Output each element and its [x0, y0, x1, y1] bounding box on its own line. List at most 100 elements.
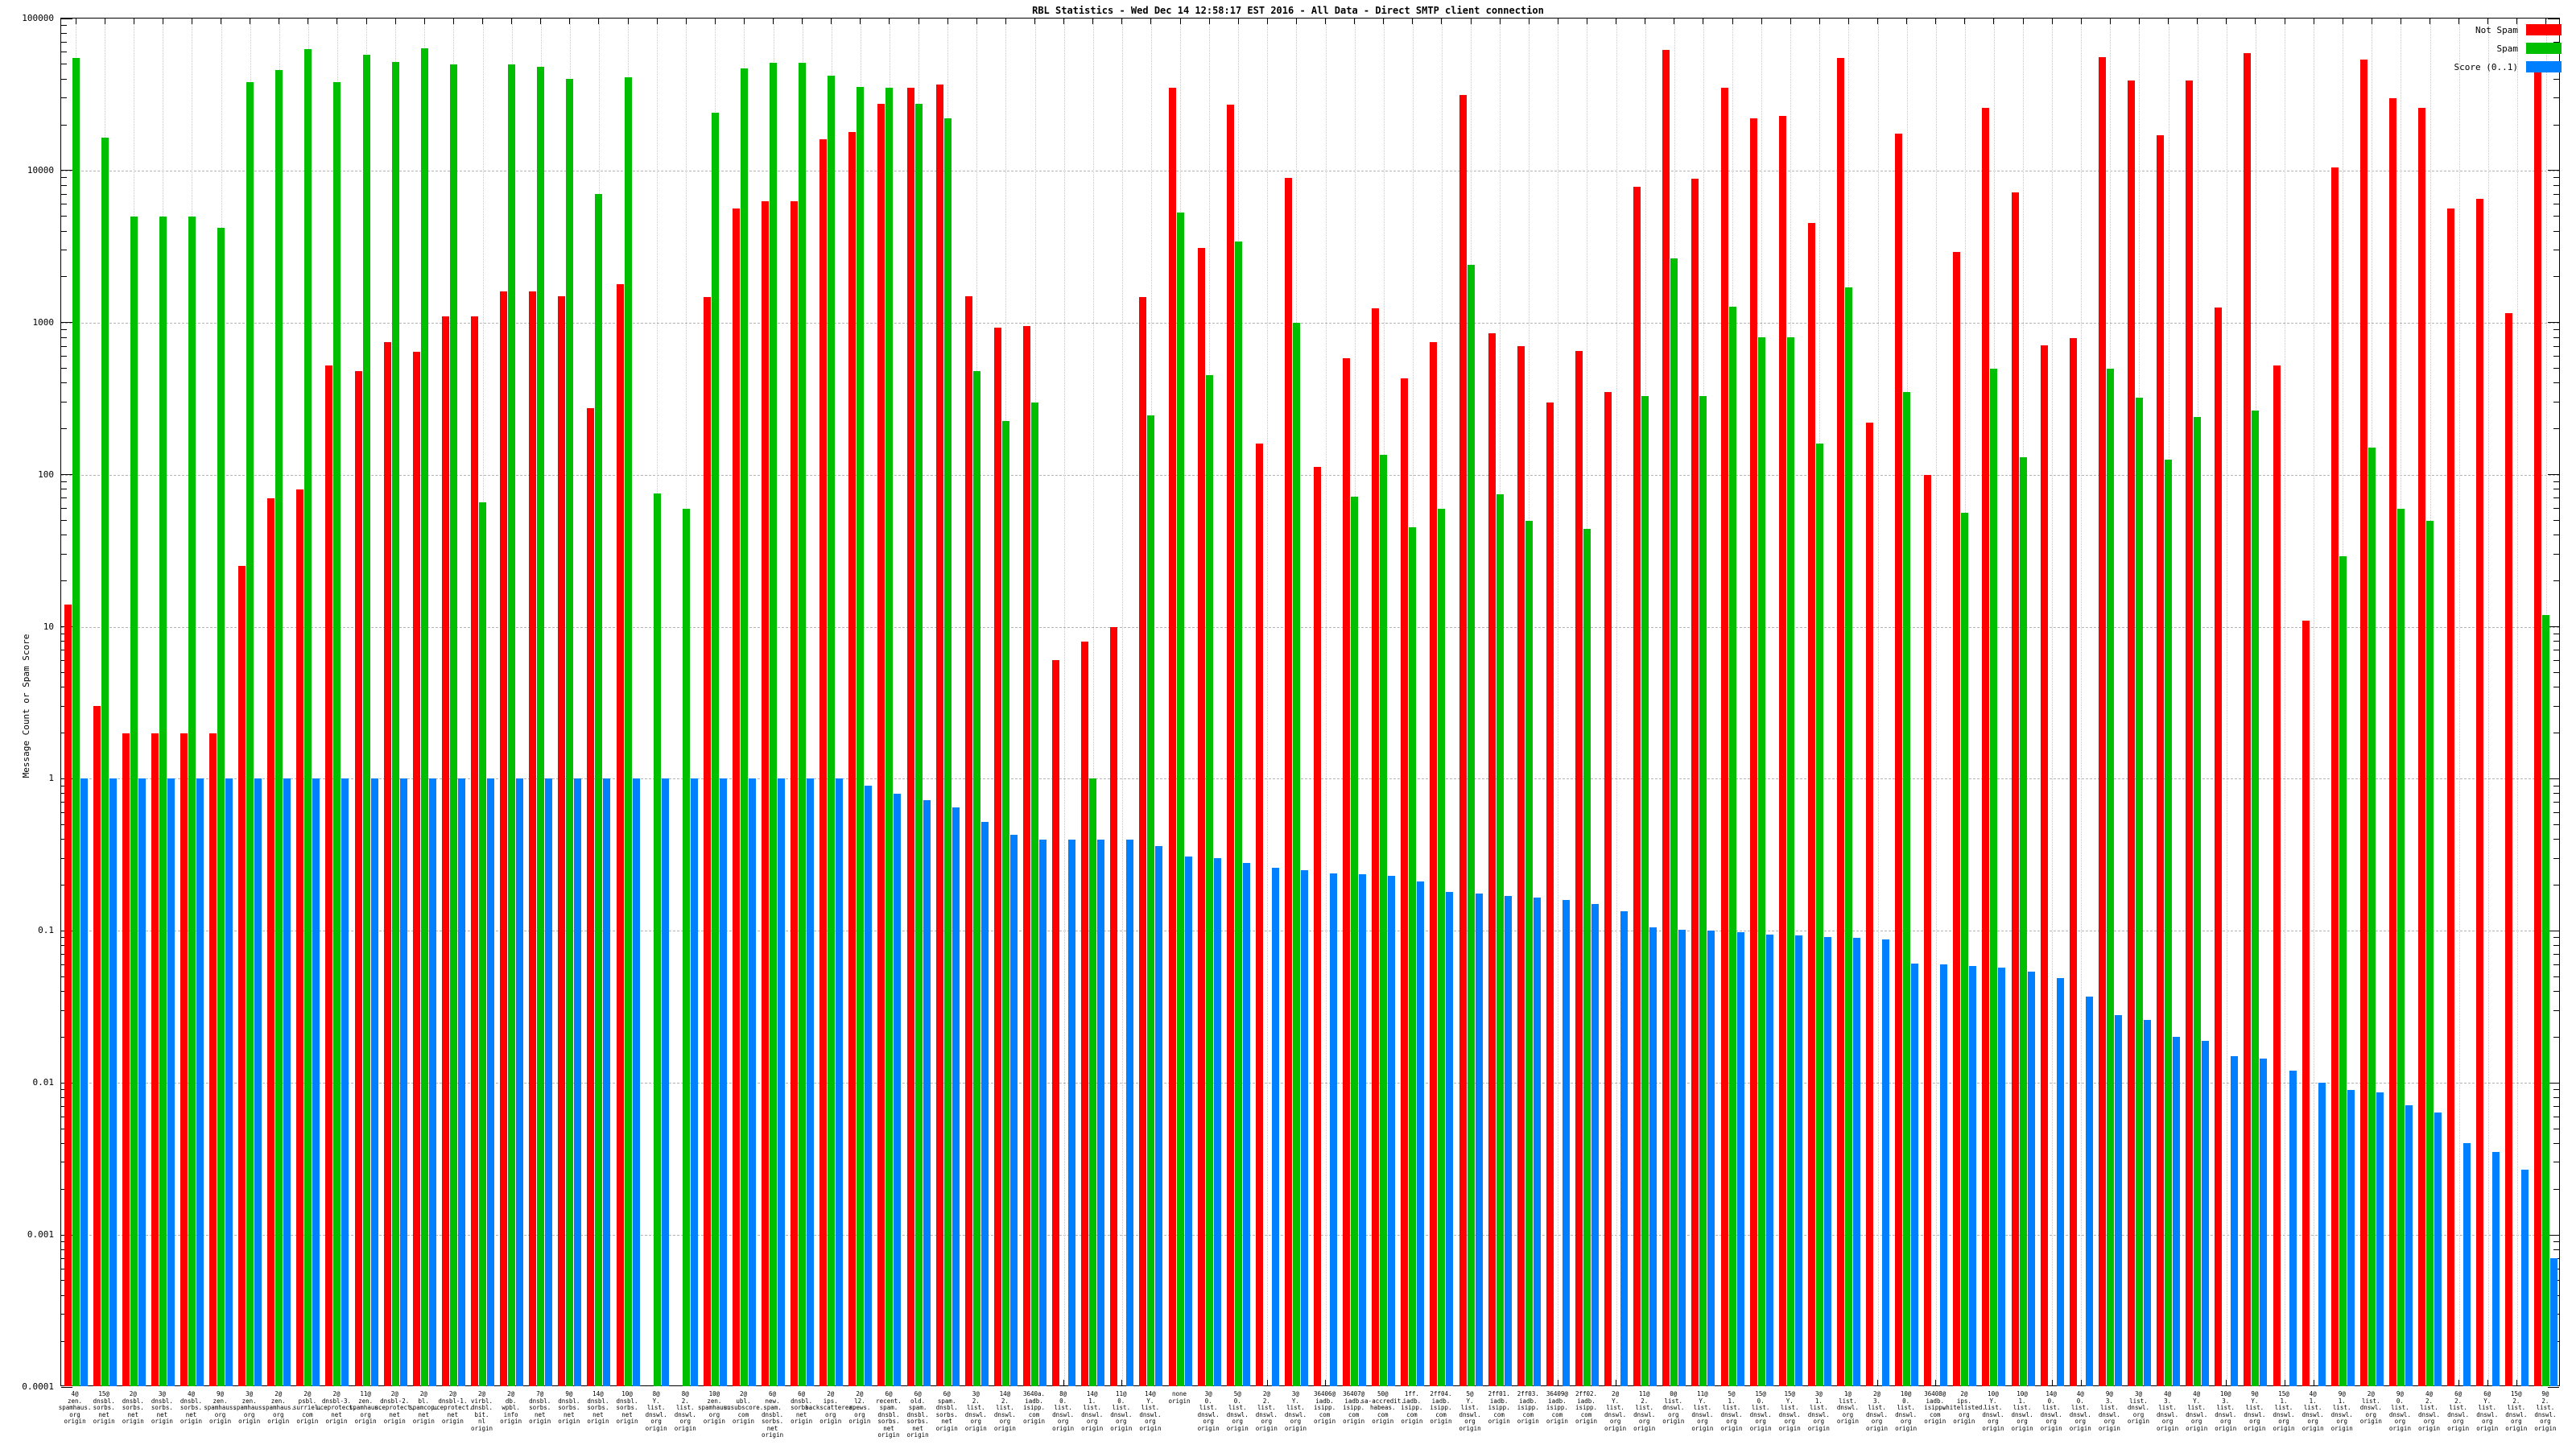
bar-spam	[2396, 508, 2405, 1386]
y-minor-tick	[2553, 1009, 2559, 1011]
bar-spam	[1786, 337, 1794, 1386]
x-tick	[1179, 19, 1181, 24]
bar-not-spam	[703, 296, 711, 1386]
x-category-label: 3640a. iadb. isipp. com origin	[1022, 1390, 1046, 1425]
bar-score-0-1-	[1852, 937, 1860, 1386]
y-minor-tick	[61, 428, 67, 430]
x-category-label: 4@ zen. spamhaus. org origin	[58, 1390, 92, 1425]
y-minor-tick	[61, 216, 67, 217]
y-minor-tick	[2553, 345, 2559, 347]
bar-spam	[159, 216, 167, 1386]
bar-spam	[1728, 307, 1736, 1386]
bar-not-spam	[1836, 58, 1844, 1386]
bar-spam	[1670, 258, 1678, 1386]
x-tick	[2429, 19, 2431, 24]
y-minor-tick	[2553, 356, 2559, 357]
x-category-label: 9@ Y. list. dnswl. org origin	[2244, 1390, 2266, 1432]
x-tick	[802, 19, 803, 24]
y-minor-tick	[61, 124, 67, 126]
bar-score-0-1-	[80, 778, 88, 1386]
legend: Not Spam Spam Score (0..1)	[2454, 24, 2562, 72]
y-tick-label: 0.1	[38, 925, 54, 936]
y-minor-tick	[2553, 428, 2559, 430]
bar-score-0-1-	[2492, 1152, 2500, 1386]
x-tick	[1063, 19, 1065, 24]
bar-score-0-1-	[1388, 876, 1396, 1386]
y-minor-tick	[2553, 671, 2559, 673]
x-tick	[2255, 19, 2256, 24]
bar-score-0-1-	[487, 778, 495, 1386]
y-minor-tick	[2553, 97, 2559, 99]
bar-not-spam	[1226, 105, 1234, 1386]
y-minor-tick	[61, 345, 67, 347]
bar-score-0-1-	[167, 778, 175, 1386]
bar-spam	[130, 216, 138, 1386]
x-tick	[1935, 19, 1937, 24]
y-major-tick	[61, 474, 72, 476]
x-category-label: 2@ l2. apews. org origin	[848, 1390, 871, 1425]
x-category-label: 11@ 2. list. dnswl. org origin	[1633, 1390, 1656, 1432]
bar-score-0-1-	[1620, 910, 1629, 1386]
x-category-label: 11@ zen. spamhaus. org origin	[349, 1390, 382, 1425]
bar-spam	[2135, 398, 2143, 1386]
y-minor-tick	[2553, 1036, 2559, 1038]
x-tick	[2197, 19, 2198, 24]
x-category-label: 9@ 3. list. dnswl. org origin	[2098, 1390, 2120, 1432]
x-tick	[2138, 19, 2140, 24]
y-tick-label: 1	[48, 773, 54, 784]
x-category-label: 1ff. iadb. isipp. com origin	[1401, 1390, 1423, 1425]
x-category-label: 5@ 1. list. dnswl. org origin	[1720, 1390, 1743, 1432]
bar-spam	[828, 76, 836, 1386]
y-major-tick	[61, 322, 72, 324]
x-gridline	[1877, 19, 1879, 1385]
bar-not-spam	[1023, 325, 1030, 1386]
bar-not-spam	[1459, 94, 1467, 1386]
legend-swatch-not-spam	[2526, 24, 2562, 35]
bar-not-spam	[296, 489, 304, 1386]
y-minor-tick	[61, 481, 67, 482]
x-tick	[889, 19, 890, 24]
y-minor-tick	[2553, 945, 2559, 947]
x-category-label: 2@ list. dnswl. org origin	[2359, 1390, 2382, 1425]
x-tick	[2487, 19, 2489, 24]
x-tick	[1964, 19, 1966, 24]
legend-label-score: Score (0..1)	[2454, 61, 2518, 72]
y-minor-tick	[61, 793, 67, 795]
bar-not-spam	[2098, 56, 2106, 1386]
bar-score-0-1-	[2376, 1092, 2384, 1386]
x-gridline	[2487, 19, 2489, 1385]
y-minor-tick	[2553, 336, 2559, 338]
bar-not-spam	[2418, 107, 2426, 1386]
bar-score-0-1-	[1678, 929, 1686, 1386]
legend-label-spam: Spam	[2496, 43, 2519, 54]
bar-score-0-1-	[719, 778, 727, 1386]
bar-not-spam	[354, 370, 362, 1386]
bar-spam	[217, 228, 225, 1386]
bar-score-0-1-	[1184, 856, 1192, 1386]
legend-row-spam: Spam	[2454, 43, 2562, 54]
x-category-label: 9@ 1. list. dnswl. org origin	[2330, 1390, 2353, 1432]
bar-score-0-1-	[1330, 873, 1338, 1386]
bar-spam	[101, 137, 109, 1386]
bar-spam	[508, 64, 516, 1386]
bar-spam	[1525, 520, 1533, 1386]
bar-score-0-1-	[1039, 839, 1046, 1386]
x-category-label: 4@ 0. list. dnswl. org origin	[2069, 1390, 2091, 1432]
y-minor-tick	[61, 336, 67, 338]
bar-not-spam	[2011, 192, 2019, 1386]
bar-not-spam	[1430, 342, 1438, 1386]
bar-not-spam	[2476, 199, 2484, 1386]
x-category-label: 10@ dnsbl. sorbs. net origin	[616, 1390, 638, 1425]
y-minor-tick	[2553, 520, 2559, 522]
y-minor-tick	[61, 1294, 67, 1296]
bar-spam	[1351, 496, 1359, 1386]
bar-not-spam	[1372, 308, 1380, 1386]
y-minor-tick	[61, 1241, 67, 1243]
x-tick	[482, 19, 484, 24]
bar-score-0-1-	[574, 778, 582, 1386]
bar-not-spam	[848, 131, 857, 1386]
bar-not-spam	[2157, 135, 2165, 1386]
x-tick	[2080, 19, 2082, 24]
legend-row-score: Score (0..1)	[2454, 61, 2562, 72]
bar-not-spam	[1343, 358, 1351, 1386]
